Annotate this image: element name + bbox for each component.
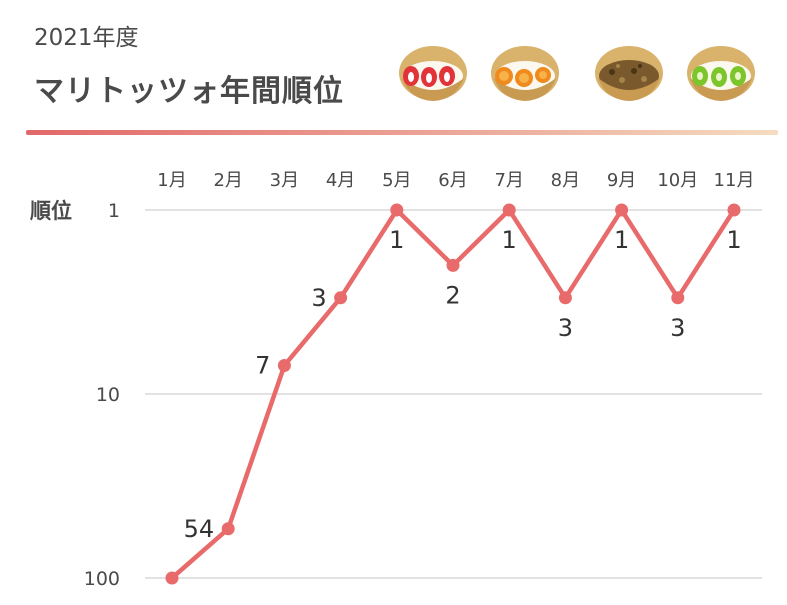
x-tick-label: 4月 [326, 170, 355, 191]
data-label: 3 [558, 314, 573, 342]
data-point [558, 291, 572, 305]
x-tick-label: 6月 [438, 170, 467, 191]
data-point [727, 203, 741, 217]
data-label: 1 [726, 226, 741, 254]
data-point [390, 203, 404, 217]
data-point [671, 291, 685, 305]
data-label: 3 [670, 314, 685, 342]
data-label: 1 [502, 226, 517, 254]
data-label: 54 [184, 515, 215, 543]
data-point [446, 258, 460, 272]
x-tick-label: 10月 [657, 170, 698, 191]
header-divider [26, 130, 778, 135]
data-label: 1 [389, 226, 404, 254]
orange-maritozzo-icon [491, 46, 559, 101]
data-point [221, 522, 235, 536]
data-label: 7 [255, 351, 270, 379]
y-axis-label: 順位 [30, 199, 72, 223]
x-tick-label: 1月 [157, 170, 186, 191]
year-label: 2021年度 [34, 25, 139, 51]
y-tick-label: 10 [96, 384, 120, 406]
strawberry-maritozzo-icon [399, 46, 467, 101]
kiwi-maritozzo-icon [687, 46, 755, 101]
data-point [615, 203, 629, 217]
nut-maritozzo-icon [595, 46, 663, 101]
x-tick-label: 2月 [213, 170, 242, 191]
x-tick-label: 9月 [607, 170, 636, 191]
x-tick-label: 11月 [714, 170, 755, 191]
data-point [502, 203, 516, 217]
x-tick-label: 3月 [270, 170, 299, 191]
data-label: 1 [614, 226, 629, 254]
data-point [334, 291, 348, 305]
x-tick-label: 8月 [551, 170, 580, 191]
x-tick-label: 5月 [382, 170, 411, 191]
data-label: 2 [445, 281, 460, 309]
x-tick-label: 7月 [494, 170, 523, 191]
data-point [165, 571, 179, 585]
y-tick-label: 100 [84, 568, 120, 590]
data-label: 3 [311, 284, 326, 312]
y-tick-label: 1 [108, 200, 120, 222]
page-title: マリトッツォ年間順位 [34, 74, 344, 109]
data-point [277, 358, 291, 372]
